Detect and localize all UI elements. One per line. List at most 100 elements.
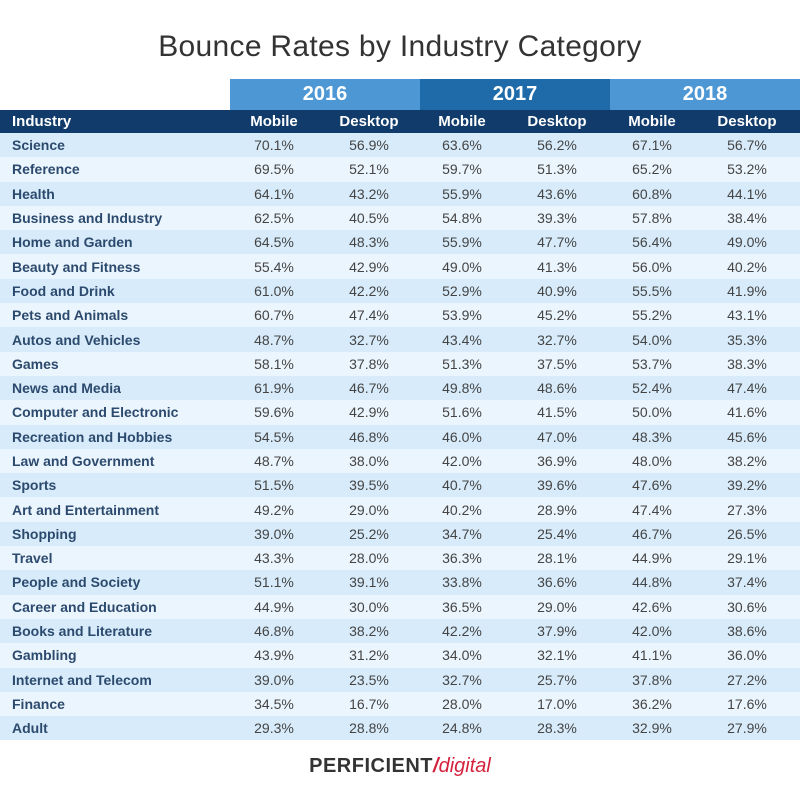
industry-cell: Food and Drink [12, 282, 115, 299]
table-row: Books and Literature 46.8% 38.2% 42.2% 37.9%… [0, 618, 800, 644]
bounce-rate-cell: 62.5% [254, 210, 294, 227]
bounce-rate-cell: 42.2% [349, 282, 389, 299]
bounce-rate-cell: 46.8% [349, 428, 389, 445]
bounce-rate-cell: 37.8% [632, 671, 672, 688]
industry-cell: Science [12, 137, 65, 154]
bounce-rate-cell: 48.6% [537, 380, 577, 397]
bounce-rate-cell: 38.0% [349, 453, 389, 469]
bounce-rate-cell: 42.6% [632, 598, 672, 615]
bounce-rate-cell: 40.9% [537, 282, 577, 299]
bounce-rate-cell: 44.1% [727, 185, 767, 202]
bounce-rate-cell: 53.2% [727, 161, 767, 178]
bounce-rate-cell: 46.7% [632, 525, 672, 542]
industry-cell: Travel [12, 550, 53, 567]
table-row: Adult 29.3% 28.8% 24.8% 28.3% 32.9% 27.9% [0, 716, 800, 741]
bounce-rate-cell: 42.2% [442, 623, 482, 640]
bounce-rate-cell: 44.9% [632, 550, 672, 567]
table-row: Career and Education 44.9% 30.0% 36.5% 29.0%… [0, 594, 800, 619]
logo-suffix: digital [438, 755, 491, 777]
bounce-rate-cell: 26.5% [727, 525, 767, 542]
bounce-rate-cell: 16.7% [349, 695, 389, 712]
bounce-rate-cell: 51.3% [442, 355, 482, 372]
bounce-rate-cell: 41.5% [537, 404, 577, 421]
column-header-desktop-2018: Desktop [694, 110, 800, 133]
bounce-rate-cell: 55.9% [442, 185, 482, 202]
bounce-rate-cell: 39.0% [254, 525, 294, 542]
table-row: Recreation and Hobbies 54.5% 46.8% 46.0% 47.… [0, 424, 800, 449]
bounce-rate-cell: 36.9% [537, 453, 577, 469]
bounce-rate-cell: 54.0% [632, 331, 672, 348]
industry-cell: Computer and Electronic [12, 404, 179, 421]
industry-cell: Books and Literature [12, 623, 153, 640]
bounce-rate-cell: 42.9% [349, 258, 389, 275]
bounce-rate-cell: 64.1% [254, 185, 294, 202]
year-header-2016: 2016 [230, 79, 420, 110]
bounce-rate-cell: 29.0% [349, 501, 389, 518]
industry-cell: Internet and Telecom [12, 671, 152, 688]
bounce-rate-cell: 51.3% [537, 161, 577, 178]
bounce-rate-cell: 49.2% [254, 501, 294, 518]
bounce-rate-cell: 28.8% [349, 720, 389, 737]
bounce-rate-cell: 54.5% [254, 428, 294, 445]
table-row: Science 70.1% 56.9% 63.6% 56.2% 67.1% 56.7% [0, 133, 800, 158]
bounce-rate-cell: 25.4% [537, 525, 577, 542]
bounce-rate-cell: 44.8% [632, 574, 672, 591]
bounce-rate-cell: 17.6% [727, 695, 767, 712]
bounce-rate-cell: 58.1% [254, 355, 294, 372]
bounce-rate-cell: 47.4% [349, 307, 389, 324]
bounce-rate-cell: 40.2% [727, 258, 767, 275]
bounce-rate-cell: 56.7% [727, 137, 767, 154]
table-row: Finance 34.5% 16.7% 28.0% 17.0% 36.2% 17.6% [0, 691, 800, 717]
industry-cell: People and Society [12, 574, 141, 591]
bounce-rate-cell: 39.5% [349, 477, 389, 494]
bounce-rate-cell: 32.7% [349, 331, 389, 348]
bounce-rate-cell: 42.9% [349, 404, 389, 421]
bounce-rate-cell: 53.7% [632, 355, 672, 372]
bounce-rate-cell: 28.0% [442, 695, 482, 712]
table-body: Science 70.1% 56.9% 63.6% 56.2% 67.1% 56.7% Ref… [0, 133, 800, 741]
industry-cell: Beauty and Fitness [12, 258, 141, 275]
table-row: Gambling 43.9% 31.2% 34.0% 32.1% 41.1% 36.0% [0, 643, 800, 668]
bounce-rate-cell: 38.2% [727, 453, 767, 469]
bounce-rate-cell: 48.7% [254, 331, 294, 348]
bounce-rate-cell: 34.7% [442, 525, 482, 542]
bounce-rate-cell: 47.4% [727, 380, 767, 397]
industry-cell: Business and Industry [12, 210, 163, 227]
bounce-rate-cell: 38.2% [349, 623, 389, 640]
bounce-rate-cell: 57.8% [632, 210, 672, 227]
column-header-desktop-2017: Desktop [504, 110, 610, 133]
year-header-2017: 2017 [420, 79, 610, 110]
industry-cell: Adult [12, 720, 48, 737]
table-row: Games 58.1% 37.8% 51.3% 37.5% 53.7% 38.3% [0, 351, 800, 376]
bounce-rate-cell: 33.8% [442, 574, 482, 591]
bounce-rate-cell: 51.6% [442, 404, 482, 421]
table-row: Health 64.1% 43.2% 55.9% 43.6% 60.8% 44.1% [0, 181, 800, 206]
bounce-rate-cell: 28.0% [349, 550, 389, 567]
bounce-rate-cell: 36.2% [632, 695, 672, 712]
bounce-rate-cell: 43.4% [442, 331, 482, 348]
chart-title: Bounce Rates by Industry Category [158, 30, 642, 63]
table-row: Business and Industry 62.5% 40.5% 54.8% 39.3… [0, 205, 800, 231]
bounce-rate-cell: 25.7% [537, 671, 577, 688]
bounce-rate-cell: 70.1% [254, 137, 294, 154]
bounce-rate-cell: 56.0% [632, 258, 672, 275]
bounce-rate-cell: 24.8% [442, 720, 482, 737]
bounce-rate-cell: 39.0% [254, 671, 294, 688]
bounce-rate-cell: 65.2% [632, 161, 672, 178]
industry-cell: Finance [12, 695, 65, 712]
bounce-rate-cell: 35.3% [727, 331, 767, 348]
table-row: Sports 51.5% 39.5% 40.7% 39.6% 47.6% 39.2% [0, 473, 800, 498]
bounce-rate-cell: 36.3% [442, 550, 482, 567]
bounce-rate-cell: 30.0% [349, 598, 389, 615]
bounce-rate-cell: 34.5% [254, 695, 294, 712]
bounce-rate-cell: 30.6% [727, 598, 767, 615]
bounce-rate-cell: 34.0% [442, 647, 482, 664]
bounce-rate-cell: 28.3% [537, 720, 577, 737]
industry-cell: Home and Garden [12, 234, 133, 251]
bounce-rate-cell: 49.0% [442, 258, 482, 275]
bounce-rate-cell: 48.3% [632, 428, 672, 445]
industry-cell: Autos and Vehicles [12, 331, 141, 348]
bounce-rate-cell: 46.8% [254, 623, 294, 640]
bounce-rate-cell: 17.0% [537, 695, 577, 712]
bounce-rate-cell: 64.5% [254, 234, 294, 251]
